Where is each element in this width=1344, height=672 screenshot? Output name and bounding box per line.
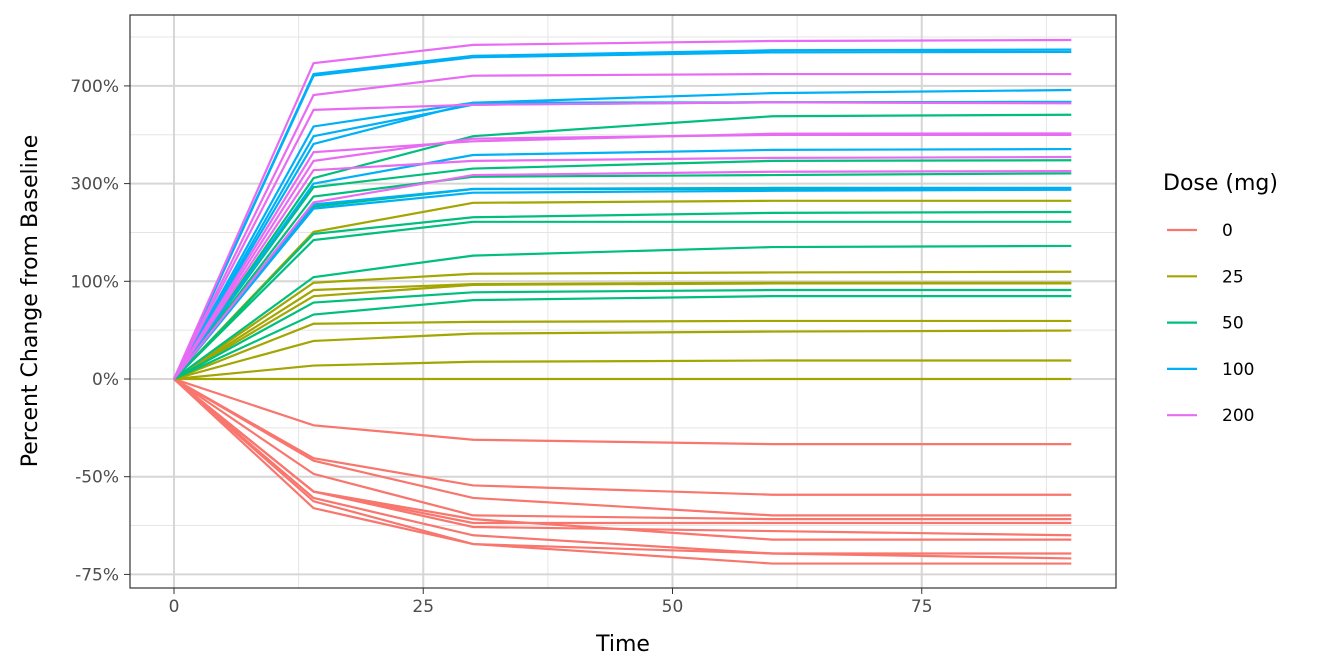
x-tick-label: 0 xyxy=(169,597,180,617)
series-line-dose-100 xyxy=(173,188,1072,380)
y-tick-label: 700% xyxy=(70,77,119,97)
series-line-dose-100 xyxy=(173,147,1072,380)
series-line-dose-25 xyxy=(173,270,1072,380)
axis-ticks: 0 25 50 75 700% 300% 100% 0% -50% -75% xyxy=(70,77,932,617)
series-line-dose-0 xyxy=(173,378,1072,541)
legend: 0 25 50 100 200 xyxy=(1167,221,1254,426)
series-line-dose-25 xyxy=(173,329,1072,381)
series-line-dose-0 xyxy=(173,378,1072,555)
series-line-dose-200 xyxy=(173,101,1072,380)
series-line-dose-200 xyxy=(173,132,1072,380)
x-axis-title: Time xyxy=(595,632,650,657)
series-line-dose-25 xyxy=(173,282,1072,380)
legend-label-0: 0 xyxy=(1222,221,1233,241)
series-line-dose-0 xyxy=(173,377,1072,446)
legend-label-50: 50 xyxy=(1222,314,1244,334)
x-tick-label: 75 xyxy=(911,597,933,617)
panel-border xyxy=(129,14,1117,589)
series-line-dose-50 xyxy=(173,220,1072,380)
series-line-dose-0 xyxy=(173,378,1072,496)
legend-label-25: 25 xyxy=(1222,267,1244,287)
series-line-dose-50 xyxy=(173,288,1072,380)
y-tick-label: 0% xyxy=(92,370,119,390)
y-tick-label: 300% xyxy=(70,175,119,195)
y-tick-label: -75% xyxy=(75,565,119,585)
y-tick-label: -50% xyxy=(75,468,119,488)
legend-label-200: 200 xyxy=(1222,406,1254,426)
series-line-dose-50 xyxy=(173,159,1072,380)
series-line-dose-50 xyxy=(173,113,1072,380)
series-line-dose-50 xyxy=(173,172,1072,380)
series-line-dose-200 xyxy=(173,170,1072,380)
x-tick-label: 50 xyxy=(662,597,684,617)
series-line-dose-100 xyxy=(173,50,1072,380)
series-line-dose-25 xyxy=(173,319,1072,381)
series-line-dose-0 xyxy=(173,378,1072,565)
series-line-dose-200 xyxy=(172,38,1072,380)
x-tick-label: 25 xyxy=(412,597,434,617)
series-lines xyxy=(172,38,1072,565)
series-line-dose-0 xyxy=(173,378,1072,521)
legend-label-100: 100 xyxy=(1222,360,1254,380)
series-line-dose-200 xyxy=(173,72,1072,380)
y-axis-title: Percent Change from Baseline xyxy=(18,135,43,467)
series-line-dose-50 xyxy=(173,244,1072,380)
series-line-dose-200 xyxy=(173,155,1072,380)
series-line-dose-50 xyxy=(173,210,1072,380)
series-line-dose-25 xyxy=(173,359,1072,381)
series-line-dose-0 xyxy=(173,378,1072,517)
series-line-dose-50 xyxy=(173,295,1072,380)
series-line-dose-200 xyxy=(173,133,1072,380)
legend-title: Dose (mg) xyxy=(1163,171,1278,196)
y-tick-label: 100% xyxy=(70,272,119,292)
